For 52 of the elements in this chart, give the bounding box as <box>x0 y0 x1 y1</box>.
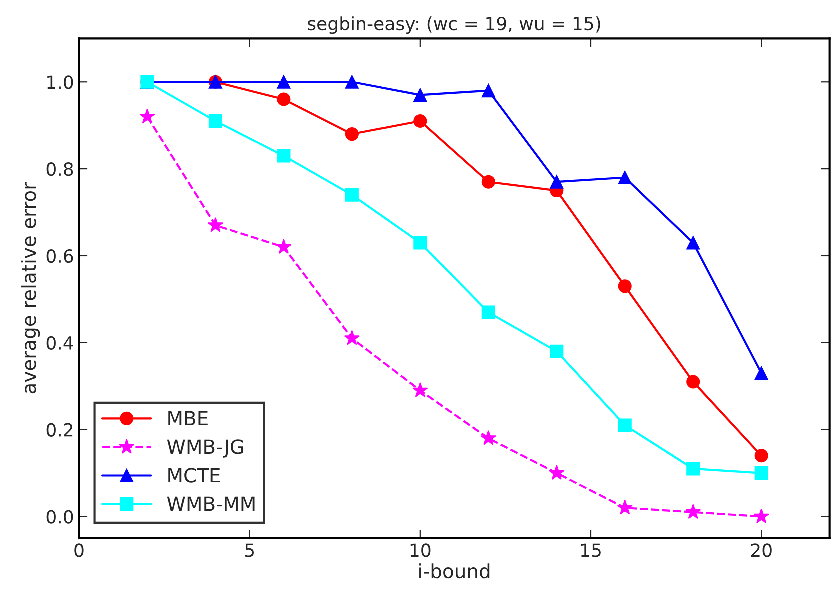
x-tick-label: 20 <box>751 544 772 558</box>
y-tick-label: 0.6 <box>46 249 74 264</box>
legend-label: MBE <box>168 411 208 426</box>
chart-title: segbin-easy: (wc = 19, wu = 15) <box>308 16 600 34</box>
point <box>345 188 359 202</box>
point <box>754 366 768 380</box>
y-tick-label: 0.4 <box>46 336 74 350</box>
point <box>208 217 224 232</box>
point <box>754 449 768 463</box>
point <box>550 175 564 189</box>
x-axis-title: i-bound <box>420 564 490 579</box>
point <box>277 92 291 106</box>
point <box>140 108 156 124</box>
x-tick-label: 5 <box>245 544 254 558</box>
point <box>208 114 222 128</box>
y-tick-label: 0.2 <box>46 423 73 437</box>
point <box>480 430 496 446</box>
point <box>344 330 360 346</box>
point <box>412 382 428 398</box>
point <box>414 236 428 250</box>
point <box>618 170 632 185</box>
y-axis-title: average relative error <box>21 182 40 394</box>
point <box>754 466 768 480</box>
point <box>549 465 565 480</box>
point <box>686 236 700 250</box>
y-tick-label: 1.0 <box>48 76 74 90</box>
y-tick-label: 0.8 <box>46 162 74 176</box>
point <box>618 418 632 432</box>
point <box>617 500 633 515</box>
x-tick-label: 0 <box>74 544 84 558</box>
point <box>686 504 702 520</box>
point <box>754 508 770 524</box>
point <box>686 462 700 476</box>
x-tick-label: 10 <box>410 544 431 558</box>
point <box>482 175 496 189</box>
point <box>414 114 428 128</box>
legend-label: WMB-MM <box>167 496 255 512</box>
legend-label: MCTE <box>168 468 220 483</box>
point <box>482 306 496 320</box>
point <box>277 75 291 89</box>
point <box>482 84 496 98</box>
legend-label: WMB-JG <box>167 440 244 458</box>
point <box>345 75 359 89</box>
point <box>686 375 700 389</box>
y-tick-label: 0.0 <box>46 510 74 524</box>
point <box>618 280 632 294</box>
point <box>276 239 292 254</box>
x-tick-label: 15 <box>582 544 601 558</box>
point <box>414 88 428 102</box>
point <box>550 344 564 358</box>
point <box>277 149 291 163</box>
point <box>345 128 359 142</box>
